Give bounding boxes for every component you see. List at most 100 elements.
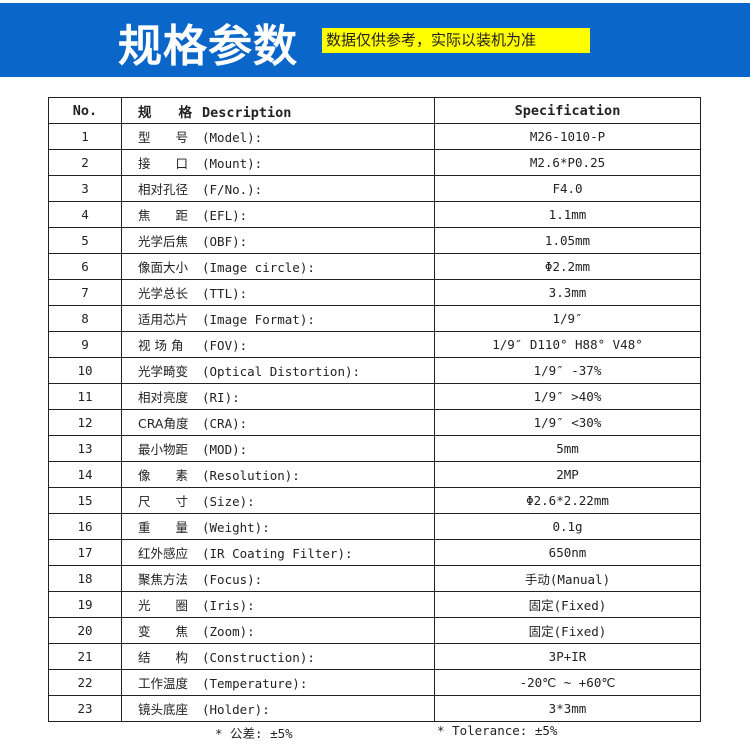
table-row: 20 变 焦 (Zoom): 固定(Fixed) bbox=[48, 617, 701, 644]
row-description: 红外感应 (IR Coating Filter): bbox=[121, 539, 435, 566]
row-description-en: (Size): bbox=[202, 494, 255, 509]
row-specification: -20℃ ~ +60℃ bbox=[434, 669, 701, 696]
row-description-en: (TTL): bbox=[202, 286, 248, 301]
row-description-en: (F/No.): bbox=[202, 182, 263, 197]
row-description-cn: 最小物距 bbox=[138, 442, 189, 457]
row-description-cn: 镜头底座 bbox=[138, 702, 189, 717]
table-row: 18 聚焦方法 (Focus): 手动(Manual) bbox=[48, 565, 701, 592]
table-row: 12 CRA角度 (CRA): 1/9″ <30% bbox=[48, 409, 701, 436]
row-specification: 5mm bbox=[434, 435, 701, 462]
row-description: 型 号 (Model): bbox=[121, 123, 435, 150]
row-description-cn: 光学畸变 bbox=[138, 364, 189, 379]
row-description-cn: 变 焦 bbox=[138, 624, 189, 639]
row-description-cn: 红外感应 bbox=[138, 546, 189, 561]
row-specification: F4.0 bbox=[434, 175, 701, 202]
row-description-cn: 像面大小 bbox=[138, 260, 189, 275]
row-number: 11 bbox=[48, 383, 122, 410]
column-description: 规 格 Description bbox=[121, 97, 435, 124]
row-description-cn: 尺 寸 bbox=[138, 494, 189, 509]
row-specification: 手动(Manual) bbox=[434, 565, 701, 592]
row-description-en: (Weight): bbox=[202, 520, 270, 535]
row-description-en: (RI): bbox=[202, 390, 240, 405]
row-description: 镜头底座 (Holder): bbox=[121, 695, 435, 722]
table-row: 11 相对亮度 (RI): 1/9″ >40% bbox=[48, 383, 701, 410]
row-description-en: (CRA): bbox=[202, 416, 248, 431]
table-row: 6 像面大小 (Image circle): Φ2.2mm bbox=[48, 253, 701, 280]
table-row: 1 型 号 (Model): M26-1010-P bbox=[48, 123, 701, 150]
row-description-en: (Image Format): bbox=[202, 312, 315, 327]
row-number: 10 bbox=[48, 357, 122, 384]
row-description-cn: 接 口 bbox=[138, 156, 189, 171]
row-number: 8 bbox=[48, 305, 122, 332]
row-number: 20 bbox=[48, 617, 122, 644]
row-description: 接 口 (Mount): bbox=[121, 149, 435, 176]
row-description: 工作温度 (Temperature): bbox=[121, 669, 435, 696]
row-description-en: (EFL): bbox=[202, 208, 248, 223]
column-no: No. bbox=[48, 97, 122, 124]
row-number: 12 bbox=[48, 409, 122, 436]
column-specification: Specification bbox=[434, 97, 701, 124]
row-specification: 1/9″ D110° H88° V48° bbox=[434, 331, 701, 358]
row-specification: M2.6*P0.25 bbox=[434, 149, 701, 176]
table-row: 15 尺 寸 (Size): Φ2.6*2.22mm bbox=[48, 487, 701, 514]
table-row: 3 相对孔径 (F/No.): F4.0 bbox=[48, 175, 701, 202]
row-description-en: (FOV): bbox=[202, 338, 248, 353]
table-row: 2 接 口 (Mount): M2.6*P0.25 bbox=[48, 149, 701, 176]
table-row: 13 最小物距 (MOD): 5mm bbox=[48, 435, 701, 462]
row-description: 光学畸变 (Optical Distortion): bbox=[121, 357, 435, 384]
table-row: 19 光 圈 (Iris): 固定(Fixed) bbox=[48, 591, 701, 618]
table-row: 21 结 构 (Construction): 3P+IR bbox=[48, 643, 701, 670]
row-description: 聚焦方法 (Focus): bbox=[121, 565, 435, 592]
row-description-en: (Focus): bbox=[202, 572, 263, 587]
table-row: 8 适用芯片 (Image Format): 1/9″ bbox=[48, 305, 701, 332]
table-row: 22 工作温度 (Temperature): -20℃ ~ +60℃ bbox=[48, 669, 701, 696]
row-description-cn: CRA角度 bbox=[138, 416, 189, 431]
column-description-en: Description bbox=[202, 104, 292, 121]
row-description-cn: 相对亮度 bbox=[138, 390, 189, 405]
row-description-cn: 视 场 角 bbox=[138, 338, 184, 353]
row-description-en: (Holder): bbox=[202, 702, 270, 717]
row-description: 像面大小 (Image circle): bbox=[121, 253, 435, 280]
row-description-en: (Image circle): bbox=[202, 260, 315, 275]
row-description-cn: 相对孔径 bbox=[138, 182, 189, 197]
row-description-cn: 型 号 bbox=[138, 130, 189, 145]
table-row: 14 像 素 (Resolution): 2MP bbox=[48, 461, 701, 488]
table-row: 17 红外感应 (IR Coating Filter): 650nm bbox=[48, 539, 701, 566]
row-description: 重 量 (Weight): bbox=[121, 513, 435, 540]
tolerance-cn: * 公差: ±5% bbox=[215, 726, 293, 741]
row-description-en: (MOD): bbox=[202, 442, 248, 457]
row-number: 2 bbox=[48, 149, 122, 176]
row-description-en: (Mount): bbox=[202, 156, 263, 171]
row-description: 结 构 (Construction): bbox=[121, 643, 435, 670]
row-description: 适用芯片 (Image Format): bbox=[121, 305, 435, 332]
row-description-cn: 结 构 bbox=[138, 650, 189, 665]
row-number: 9 bbox=[48, 331, 122, 358]
row-specification: 1.05mm bbox=[434, 227, 701, 254]
row-description: 最小物距 (MOD): bbox=[121, 435, 435, 462]
row-specification: 3P+IR bbox=[434, 643, 701, 670]
row-description-en: (Resolution): bbox=[202, 468, 300, 483]
row-specification: 1/9″ >40% bbox=[434, 383, 701, 410]
table-row: 5 光学后焦 (OBF): 1.05mm bbox=[48, 227, 701, 254]
row-description-en: (Optical Distortion): bbox=[202, 364, 361, 379]
table-row: 9 视 场 角 (FOV): 1/9″ D110° H88° V48° bbox=[48, 331, 701, 358]
row-description: 变 焦 (Zoom): bbox=[121, 617, 435, 644]
page-title: 规格参数 bbox=[118, 21, 298, 72]
column-description-cn: 规 格 bbox=[138, 104, 192, 121]
row-description: CRA角度 (CRA): bbox=[121, 409, 435, 436]
row-description: 相对亮度 (RI): bbox=[121, 383, 435, 410]
row-number: 5 bbox=[48, 227, 122, 254]
row-number: 15 bbox=[48, 487, 122, 514]
table-row: 23 镜头底座 (Holder): 3*3mm bbox=[48, 695, 701, 722]
row-specification: 3*3mm bbox=[434, 695, 701, 722]
row-number: 14 bbox=[48, 461, 122, 488]
row-description-cn: 重 量 bbox=[138, 520, 189, 535]
table-row: 4 焦 距 (EFL): 1.1mm bbox=[48, 201, 701, 228]
row-number: 7 bbox=[48, 279, 122, 306]
row-specification: 650nm bbox=[434, 539, 701, 566]
row-description: 尺 寸 (Size): bbox=[121, 487, 435, 514]
row-number: 22 bbox=[48, 669, 122, 696]
tolerance-en: * Tolerance: ±5% bbox=[437, 723, 558, 738]
row-number: 16 bbox=[48, 513, 122, 540]
row-description: 视 场 角 (FOV): bbox=[121, 331, 435, 358]
